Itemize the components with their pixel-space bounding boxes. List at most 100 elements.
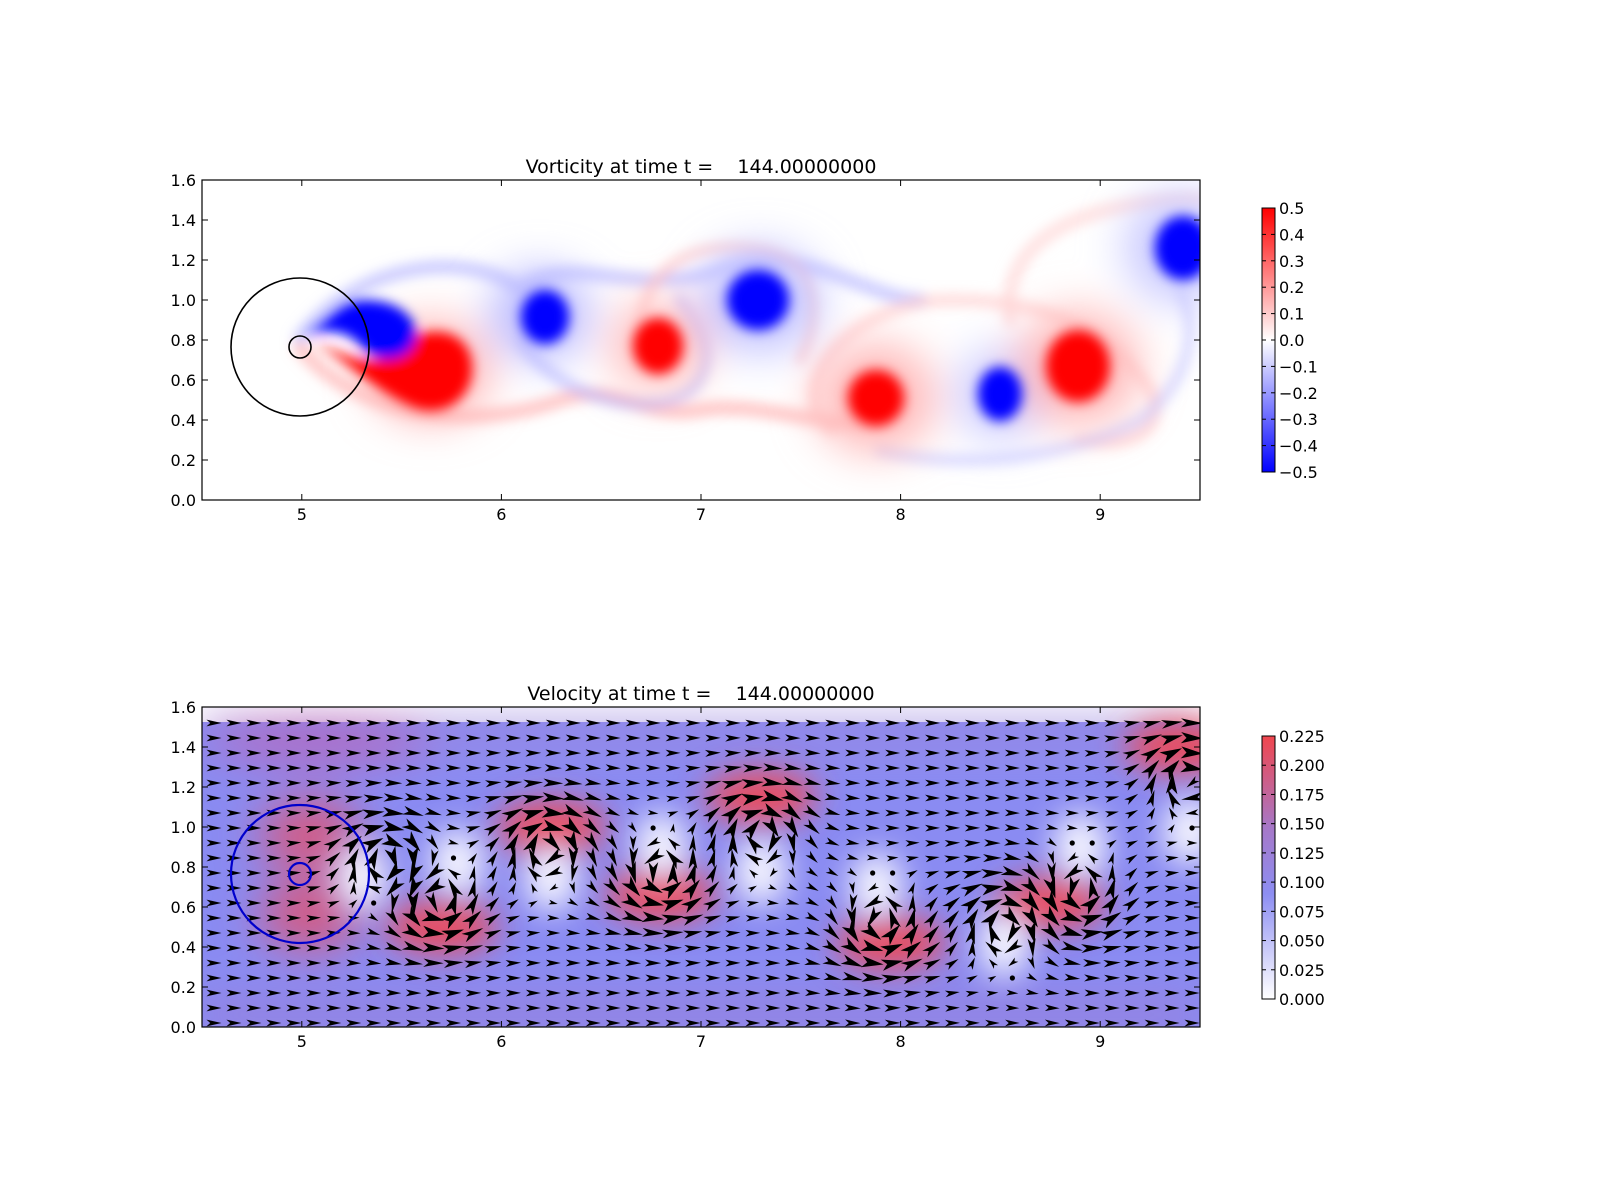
- quiver-arrow: [705, 719, 721, 727]
- quiver-arrow: [605, 749, 621, 757]
- quiver-arrow: [1103, 766, 1120, 774]
- quiver-arrow: [1164, 1019, 1180, 1027]
- quiver-arrow: [821, 939, 842, 954]
- quiver-arrow: [625, 974, 641, 982]
- quiver-arrow: [1084, 765, 1100, 772]
- quiver-arrow: [1044, 734, 1060, 742]
- y-tick-label: 1.4: [171, 738, 196, 757]
- quiver-arrow: [425, 862, 445, 881]
- quiver-arrow: [767, 883, 778, 890]
- quiver-arrow: [366, 1004, 382, 1012]
- colorbar-tick-label: 0.5: [1279, 199, 1304, 218]
- quiver-arrow: [346, 929, 361, 936]
- quiver-arrow: [605, 834, 618, 850]
- quiver-arrow: [568, 881, 575, 894]
- quiver-arrow: [521, 794, 545, 805]
- colorbar-tick-label: −0.3: [1279, 410, 1318, 429]
- quiver-arrow: [585, 749, 601, 757]
- quiver-arrow: [646, 794, 660, 801]
- quiver-arrow: [645, 989, 661, 997]
- quiver-arrow: [824, 822, 841, 831]
- y-tick-label: 1.2: [171, 251, 196, 270]
- quiver-arrow: [805, 866, 819, 877]
- quiver-arrow: [884, 1004, 901, 1012]
- quiver-arrow: [443, 959, 464, 969]
- colorbar-tick-label: 0.175: [1279, 785, 1325, 804]
- quiver-arrow: [306, 944, 322, 952]
- quiver-arrow: [246, 779, 262, 787]
- quiver-arrow: [944, 990, 960, 998]
- quiver-arrow: [1066, 824, 1078, 831]
- quiver-arrow: [425, 989, 442, 997]
- quiver-arrow: [1143, 885, 1160, 894]
- quiver-arrow: [465, 764, 482, 772]
- quiver-arrow: [544, 847, 565, 865]
- quiver-arrow: [386, 1019, 402, 1027]
- quiver-arrow: [1140, 747, 1162, 763]
- quiver-arrow: [1084, 1004, 1100, 1012]
- quiver-arrow: [246, 764, 262, 772]
- quiver-arrow: [1084, 795, 1100, 802]
- vorticity-inner-circle: [288, 335, 312, 359]
- quiver-arrow: [924, 855, 940, 863]
- quiver-arrow: [286, 749, 302, 757]
- quiver-arrow: [704, 930, 722, 938]
- quiver-arrow: [705, 734, 721, 742]
- quiver-arrow: [1045, 823, 1059, 830]
- quiver-arrow: [1122, 763, 1140, 776]
- quiver-arrow: [1159, 748, 1182, 764]
- quiver-arrow: [306, 886, 321, 893]
- quiver-arrow: [741, 793, 764, 806]
- quiver-arrow: [1024, 809, 1040, 817]
- quiver-arrow: [306, 915, 322, 922]
- quiver-arrow: [226, 719, 242, 727]
- quiver-arrow: [1000, 879, 1023, 892]
- quiver-arrow: [306, 779, 322, 787]
- quiver-arrow: [326, 764, 342, 772]
- quiver-arrow: [1123, 720, 1141, 728]
- quiver-arrow: [505, 719, 521, 727]
- quiver-arrow: [766, 899, 779, 906]
- quiver-arrow: [485, 719, 501, 727]
- filament-arc-right: [808, 293, 1162, 449]
- quiver-arrow: [765, 1004, 781, 1012]
- quiver-arrow: [985, 1004, 1000, 1012]
- quiver-arrow: [625, 734, 641, 742]
- quiver-arrow: [845, 838, 860, 846]
- quiver-arrow: [785, 928, 801, 936]
- colorbar-tick-label: 0.025: [1279, 961, 1325, 980]
- quiver-arrow: [1144, 959, 1160, 967]
- quiver-arrow: [1024, 719, 1040, 727]
- quiver-arrow: [441, 911, 463, 930]
- core-positive-b: [848, 370, 904, 426]
- quiver-arrow: [784, 734, 801, 742]
- quiver-arrow: [944, 839, 961, 847]
- quiver-arrow: [565, 944, 581, 952]
- quiver-arrow: [925, 749, 941, 757]
- quiver-arrow: [385, 989, 402, 997]
- quiver-arrow: [703, 915, 722, 925]
- quiver-arrow: [365, 974, 382, 982]
- quiver-arrow: [349, 881, 357, 896]
- quiver-arrow: [922, 959, 941, 971]
- quiver-arrow: [960, 883, 983, 897]
- quiver-arrow: [1184, 884, 1200, 892]
- quiver-arrow: [944, 809, 961, 817]
- quiver-arrow: [922, 941, 941, 958]
- quiver-arrow: [484, 960, 502, 968]
- quiver-arrow: [366, 1019, 382, 1027]
- quiver-arrow: [704, 945, 721, 953]
- quiver-arrow: [964, 719, 980, 727]
- quiver-arrow: [760, 789, 784, 802]
- quiver-arrow: [846, 906, 857, 929]
- quiver-arrow: [346, 1004, 362, 1012]
- quiver-arrow: [484, 796, 502, 804]
- quiver-arrow: [266, 854, 282, 862]
- quiver-arrow: [565, 989, 581, 997]
- quiver-arrow: [1164, 974, 1180, 982]
- quiver-arrow: [1079, 914, 1103, 928]
- quiver-arrow: [1045, 809, 1060, 816]
- quiver-arrow: [346, 719, 362, 727]
- quiver-arrow: [604, 927, 622, 936]
- quiver-arrow: [544, 866, 564, 877]
